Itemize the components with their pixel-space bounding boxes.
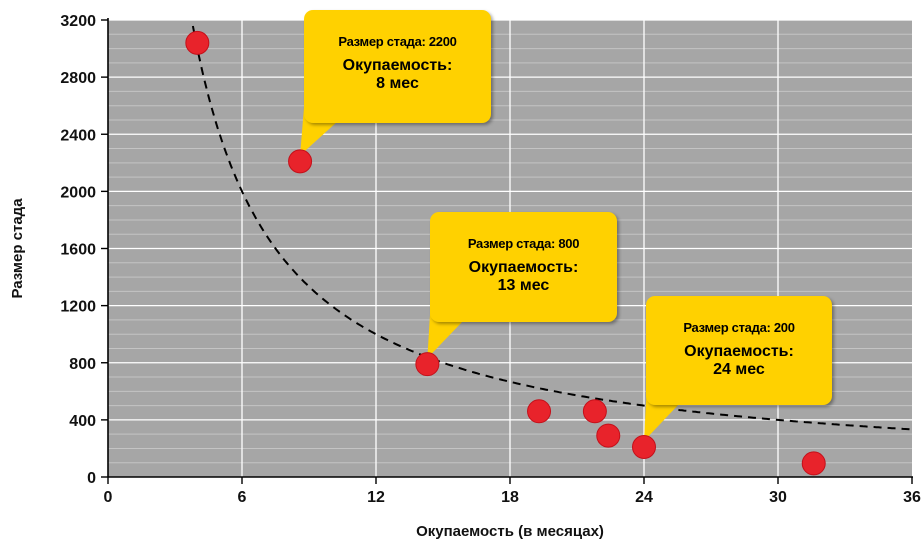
callout-payback-label: Окупаемость:	[342, 57, 453, 74]
callout-herd-2200: Размер стада: 2200 Окупаемость: 8 мес	[304, 10, 491, 123]
y-tick-label: 0	[87, 470, 96, 487]
y-tick-label: 800	[69, 356, 96, 373]
callout-herd-label: Размер стада: 200	[683, 320, 795, 335]
x-tick-labels: 0 6 12 18 24 30 36	[104, 489, 921, 506]
x-tick-label: 24	[635, 489, 653, 506]
callout-herd-label: Размер стада: 800	[467, 236, 580, 251]
callout-payback-label: Окупаемость:	[468, 259, 579, 276]
x-tick-label: 0	[104, 489, 113, 506]
callout-herd-label: Размер стада: 2200	[338, 34, 457, 49]
data-point	[596, 423, 621, 448]
x-tick-label: 6	[238, 489, 247, 506]
data-point	[527, 399, 552, 424]
x-tick-label: 12	[367, 489, 385, 506]
callout-herd-200: Размер стада: 200 Окупаемость: 24 мес	[646, 296, 832, 405]
callout-payback-value: 24 мес	[713, 361, 765, 378]
x-axis-title: Окупаемость (в месяцах)	[416, 523, 604, 540]
data-points	[185, 30, 826, 476]
y-tick-labels: 0 400 800 1200 1600 2000 2400 2800 3200	[60, 13, 96, 487]
axes	[101, 18, 913, 484]
y-tick-label: 2800	[60, 70, 96, 87]
x-tick-label: 30	[769, 489, 787, 506]
y-tick-label: 3200	[60, 13, 96, 30]
y-tick-label: 1200	[60, 299, 96, 316]
callout-payback-value: 13 мес	[497, 277, 550, 294]
y-tick-label: 1600	[60, 242, 96, 259]
data-point	[582, 399, 607, 424]
callout-herd-800: Размер стада: 800 Окупаемость: 13 мес	[430, 212, 617, 322]
x-tick-label: 36	[903, 489, 921, 506]
data-point	[288, 149, 313, 174]
trend-line	[191, 25, 913, 431]
x-tick-label: 18	[501, 489, 519, 506]
callout-payback-label: Окупаемость:	[684, 343, 794, 360]
callout-payback-value: 8 мес	[376, 75, 419, 92]
y-tick-label: 2400	[60, 127, 96, 144]
data-point	[185, 30, 210, 55]
data-point	[801, 451, 826, 476]
data-point	[415, 352, 440, 377]
y-tick-label: 400	[69, 413, 96, 430]
y-tick-label: 2000	[60, 184, 96, 201]
data-point	[632, 435, 656, 460]
y-axis-title: Размер стада	[9, 198, 26, 299]
